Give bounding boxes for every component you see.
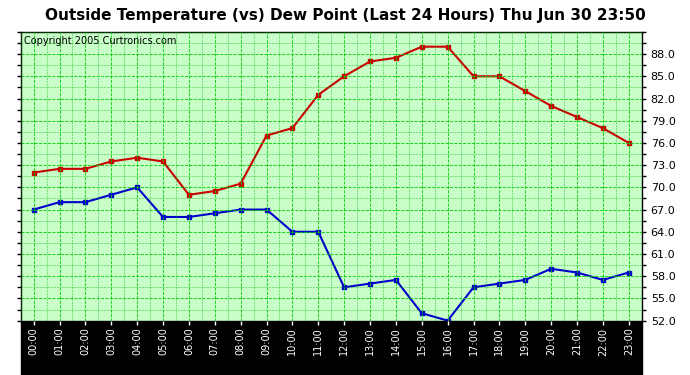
Text: Outside Temperature (vs) Dew Point (Last 24 Hours) Thu Jun 30 23:50: Outside Temperature (vs) Dew Point (Last… <box>45 9 645 23</box>
Text: Copyright 2005 Curtronics.com: Copyright 2005 Curtronics.com <box>23 36 176 46</box>
